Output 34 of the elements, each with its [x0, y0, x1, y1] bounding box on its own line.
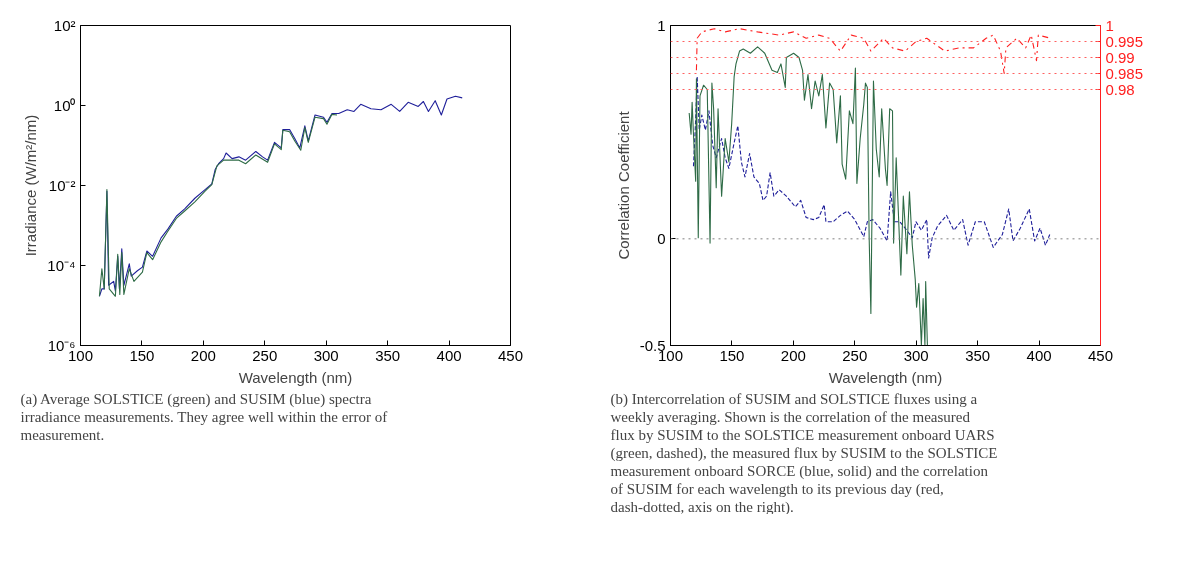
x-tick-label: 250: [252, 346, 278, 364]
y2-tick-label: 0.985: [1105, 64, 1144, 82]
line-series: [692, 76, 1051, 259]
x-axis-title: Wavelength (nm): [828, 368, 943, 386]
x-tick-label: 200: [190, 346, 216, 364]
y-tick-label: 10⁻⁴: [47, 257, 76, 274]
x-axis-title: Wavelength (nm): [238, 368, 353, 386]
line-series: [98, 113, 338, 297]
x-tick-label: 450: [1087, 346, 1114, 364]
y-axis-title: Correlation Coefficient: [614, 110, 632, 260]
x-tick-label: 250: [842, 346, 868, 364]
x-tick-label: 150: [719, 346, 745, 364]
x-tick-label: 400: [1026, 346, 1052, 364]
y-tick-label: 1: [657, 16, 666, 34]
x-tick-label: 400: [436, 346, 462, 364]
x-tick-label: 300: [313, 346, 339, 364]
y2-tick-label: 0.99: [1105, 48, 1135, 66]
y2-tick-label: 0.98: [1105, 80, 1135, 98]
line-series: [688, 46, 928, 346]
x-tick-label: 150: [129, 346, 155, 364]
x-tick-label: 300: [903, 346, 929, 364]
y-tick-label: 10²: [53, 17, 76, 34]
y2-tick-label: 1: [1105, 16, 1114, 34]
x-tick-label: 350: [375, 346, 401, 364]
y-tick-label: 10⁻²: [48, 177, 76, 194]
y-axis-title: Irradiance (W/m²/nm): [22, 114, 40, 257]
y-tick-label: 10⁰: [53, 97, 76, 114]
x-tick-label: 450: [497, 346, 524, 364]
y2-tick-label: 0.995: [1105, 32, 1144, 50]
x-tick-label: 350: [965, 346, 991, 364]
text: (a) Average SOLSTICE (green) and SUSIM (blue) spectra irradiance measurements. They agree well within the error of measurement.: [20, 390, 388, 443]
y-tick-label: 0: [657, 229, 666, 247]
x-tick-label: 200: [780, 346, 806, 364]
text: (b) Intercorrelation of SUSIM and SOLSTICE fluxes using a weekly averaging. Shown is the correlation of the measured flux by SUSIM to the SOLSTICE measurement onboard UARS (green, dashed), the measured flux by SUSIM to the SOLSTICE measurement onboard SORCE (blue, solid) and the correlation of SUSIM for each wavelength to its previous day (red, dash-dotted, axis on the right).: [610, 390, 998, 516]
